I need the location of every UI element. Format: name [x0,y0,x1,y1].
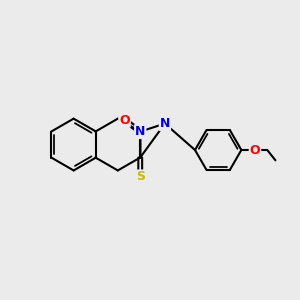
Text: N: N [135,125,146,138]
Text: O: O [250,143,260,157]
Text: N: N [160,117,170,130]
Text: S: S [136,170,145,183]
Text: O: O [119,114,130,127]
